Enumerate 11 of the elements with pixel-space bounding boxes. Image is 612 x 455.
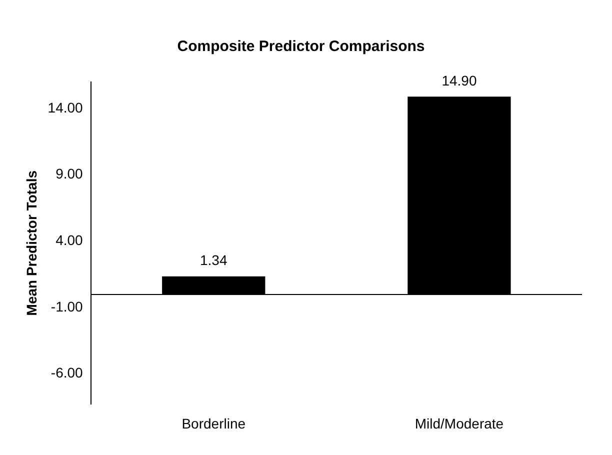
y-tick-label: -6.00 (50, 364, 84, 381)
x-tick-label: Borderline (182, 415, 246, 432)
y-tick-label: -1.00 (50, 298, 84, 314)
x-tick-label: Mild/Moderate (414, 415, 504, 432)
y-tick-label: 4.00 (56, 232, 84, 248)
y-tick-label: 9.00 (56, 166, 84, 182)
chart-title: Composite Predictor Comparisons (177, 38, 425, 56)
data-label: 14.90 (442, 72, 477, 88)
y-axis-title: Mean Predictor Totals (23, 170, 40, 316)
y-tick-label: 14.00 (48, 99, 84, 116)
data-label: 1.34 (200, 252, 228, 268)
